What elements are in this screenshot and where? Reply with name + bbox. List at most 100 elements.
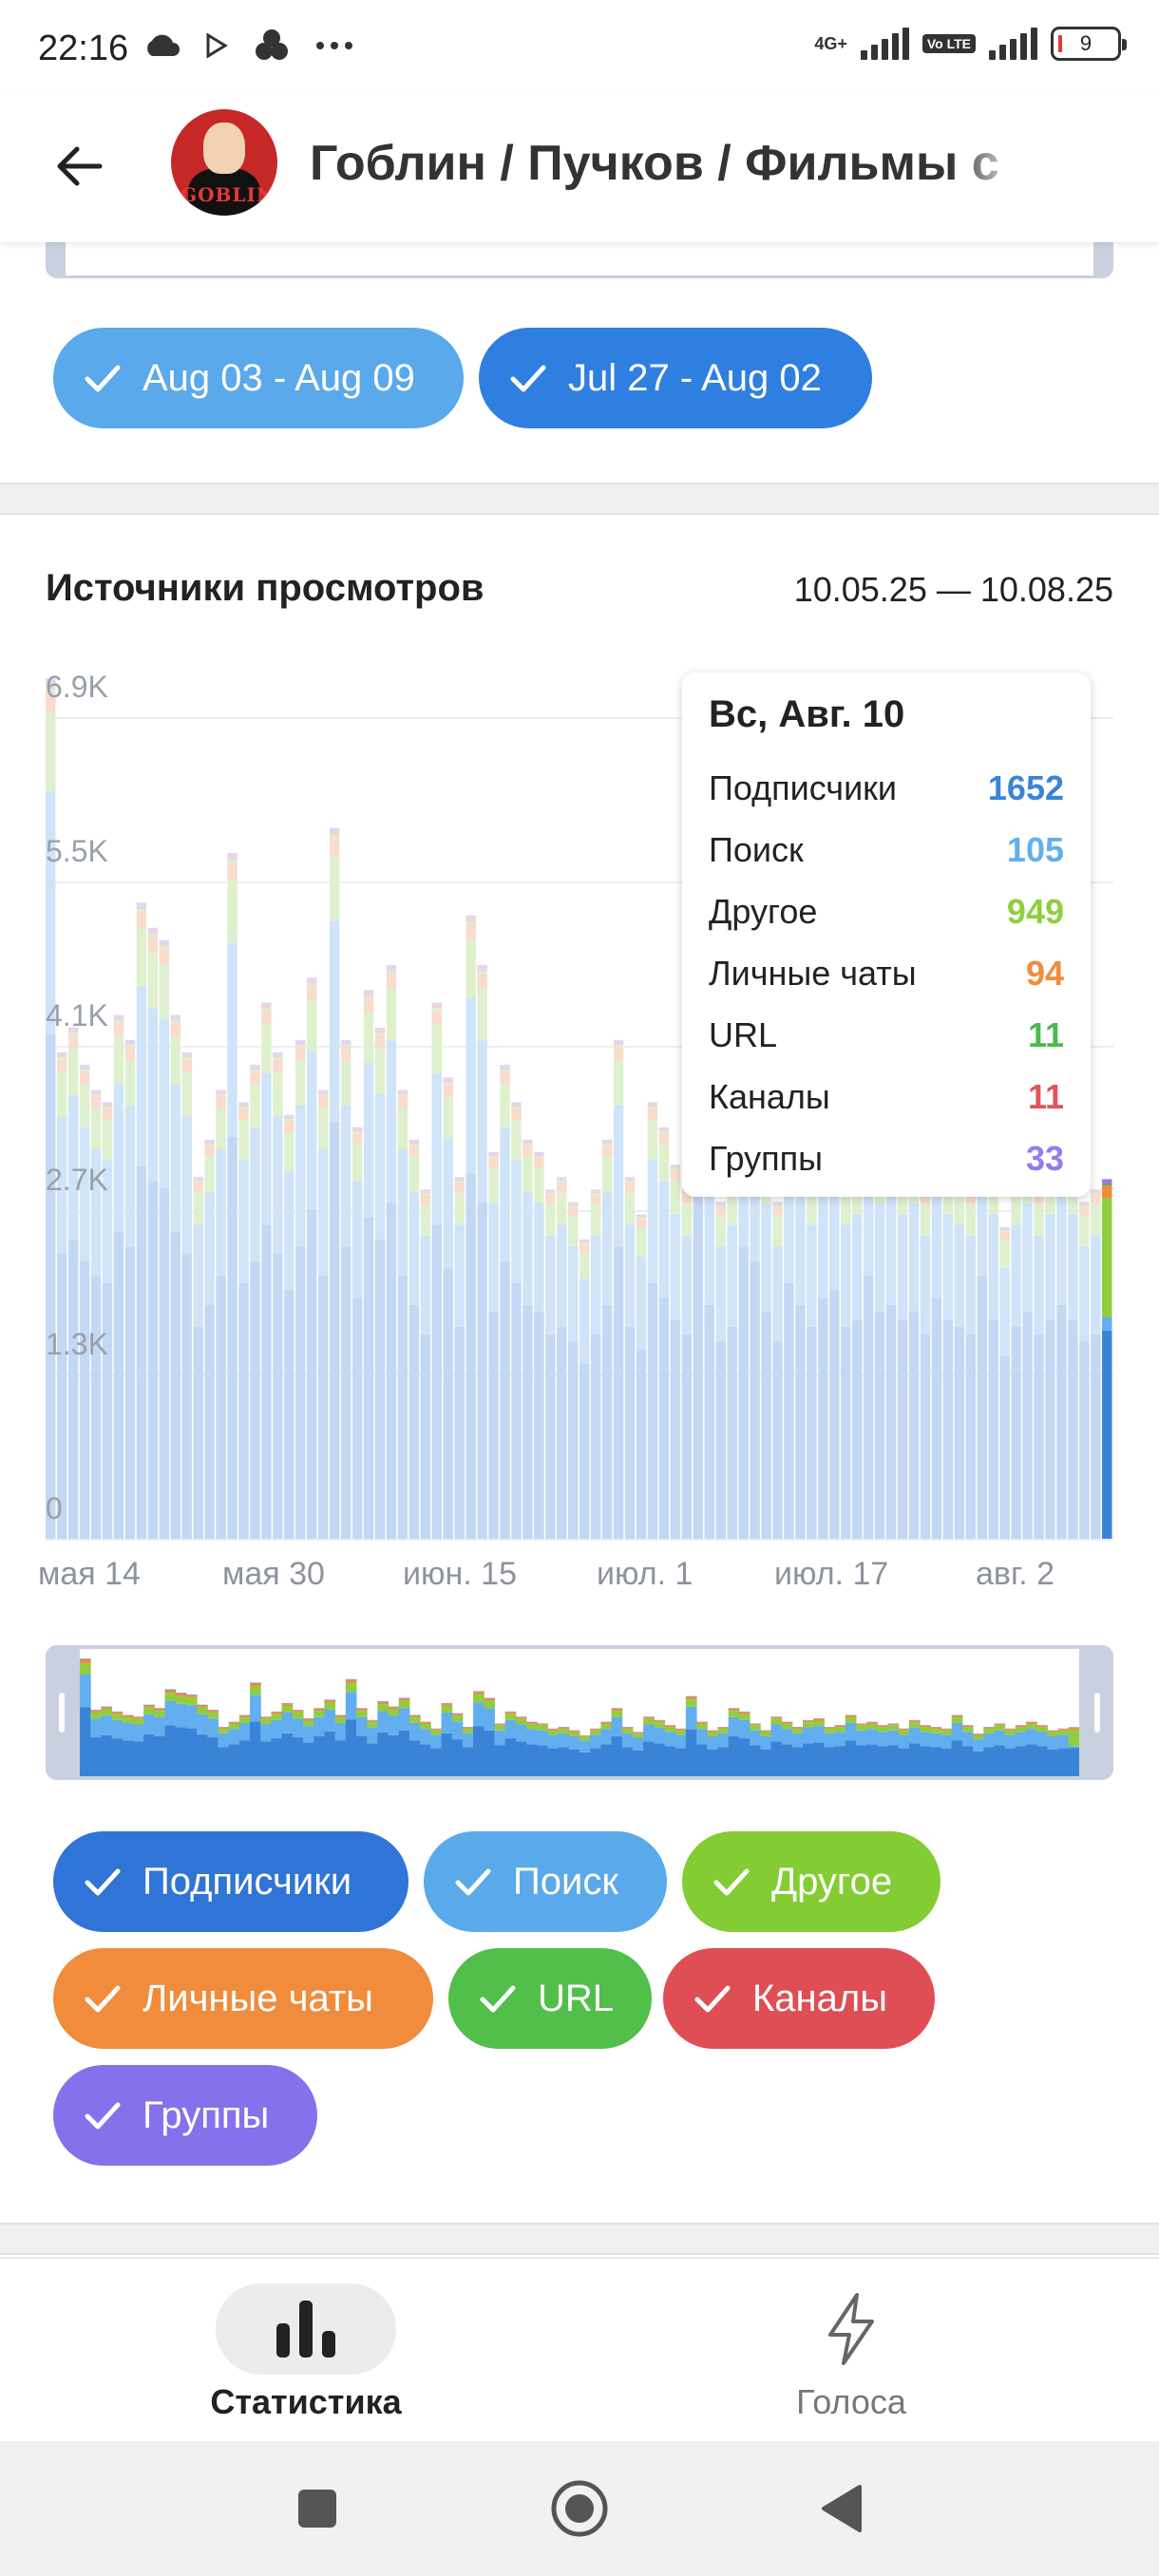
- bar-segment: [738, 1246, 749, 1539]
- bar-segment: [454, 1326, 465, 1539]
- bar-segment: [181, 1071, 192, 1117]
- tooltip-row-url: URL 11: [709, 1014, 1064, 1054]
- navigator-bar-segment: [654, 1722, 666, 1728]
- bar-segment: [431, 1024, 443, 1073]
- navigator-bar-segment: [898, 1748, 910, 1776]
- tooltip-value: 1652: [987, 767, 1064, 807]
- source-chip-channels[interactable]: Каналы: [663, 1948, 935, 2049]
- navigator-bar-segment: [728, 1711, 740, 1717]
- navigator-right-handle[interactable]: [1079, 1645, 1113, 1780]
- date-chip-aug03-aug09[interactable]: Aug 03 - Aug 09: [53, 328, 464, 428]
- navigator-bar-segment: [654, 1743, 666, 1776]
- navigator-bar-segment: [738, 1719, 750, 1739]
- navigator-bar-segment: [324, 1709, 336, 1732]
- date-chip-label: Aug 03 - Aug 09: [142, 356, 415, 399]
- bar-segment: [408, 1144, 420, 1146]
- bar-segment: [590, 1191, 601, 1194]
- bar-segment: [511, 1120, 522, 1160]
- navigator-bar-segment: [813, 1720, 825, 1727]
- bar-segment: [601, 1304, 613, 1539]
- bar-segment: [965, 1194, 977, 1204]
- navigator-bar-segment: [451, 1715, 464, 1722]
- bar-segment: [284, 1131, 294, 1171]
- source-chip-subscribers[interactable]: Подписчики: [53, 1831, 408, 1932]
- bar-segment: [386, 1203, 397, 1539]
- navigator-bar-segment: [164, 1690, 177, 1694]
- navigator-bar-segment: [803, 1743, 814, 1776]
- navigator-bar-segment: [568, 1731, 580, 1733]
- bar-segment: [284, 1170, 294, 1291]
- source-chip-label: URL: [538, 1977, 615, 2019]
- navigator-bar-segment: [664, 1727, 676, 1733]
- recents-button[interactable]: [260, 2441, 374, 2576]
- bar-segment: [273, 1052, 283, 1055]
- navigator-bar-segment: [621, 1747, 634, 1776]
- navigator-bar-segment: [451, 1739, 464, 1776]
- bar-segment: [590, 1194, 601, 1204]
- back-button[interactable]: [46, 133, 112, 199]
- navigator-bar-segment: [281, 1713, 294, 1733]
- bar-segment: [500, 1127, 510, 1261]
- navigator-bar-segment: [122, 1722, 134, 1741]
- bar-segment: [772, 1206, 783, 1216]
- bar-segment: [56, 1116, 67, 1255]
- bar-segment: [613, 1060, 624, 1106]
- navigator-bar-segment: [334, 1717, 347, 1723]
- bar-segment: [56, 1254, 67, 1539]
- bar-segment: [329, 839, 340, 857]
- navigator-bar-segment: [781, 1722, 793, 1724]
- navigator-bar-segment: [185, 1697, 198, 1706]
- navigator-bar-segment: [877, 1726, 889, 1728]
- bar-segment: [46, 712, 56, 792]
- navigator-bar-segment: [420, 1722, 431, 1724]
- navigator-bar-segment: [994, 1745, 1006, 1776]
- home-button[interactable]: [522, 2441, 636, 2576]
- nav-label: Статистика: [210, 2382, 402, 2421]
- navigator-bars: [80, 1658, 1080, 1776]
- source-chip-private-chats[interactable]: Личные чаты: [53, 1948, 433, 2049]
- navigator-bar-segment: [1057, 1730, 1070, 1735]
- nav-item-votes[interactable]: Голоса: [661, 2259, 1041, 2443]
- navigator-bar-segment: [462, 1729, 474, 1733]
- bar-segment: [443, 1077, 453, 1080]
- chart-range-navigator[interactable]: [46, 1645, 1113, 1780]
- bar-segment: [897, 1213, 908, 1320]
- bar-segment: [704, 1304, 714, 1539]
- navigator-bar-segment: [164, 1700, 177, 1726]
- system-navigation-bar: [0, 2441, 1159, 2576]
- navigator-bar-segment: [526, 1729, 538, 1745]
- navigator-bar-segment: [930, 1747, 942, 1776]
- navigator-bar-segment: [154, 1716, 166, 1736]
- navigator-bar-segment: [537, 1745, 548, 1776]
- navigator-bar-segment: [866, 1722, 878, 1724]
- home-circle-icon: [551, 2480, 608, 2537]
- source-chip-url[interactable]: URL: [448, 1948, 652, 2049]
- navigator-bar-segment: [887, 1724, 900, 1726]
- source-chip-groups[interactable]: Группы: [53, 2065, 317, 2166]
- bar-segment: [908, 1312, 920, 1539]
- bar-segment: [511, 1282, 522, 1539]
- bar-segment: [466, 996, 476, 1174]
- back-nav-button[interactable]: [785, 2441, 899, 2576]
- bar-segment: [238, 1120, 249, 1160]
- date-chip-jul27-aug02[interactable]: Jul 27 - Aug 02: [479, 328, 872, 428]
- bar-segment: [147, 1181, 159, 1539]
- bar-segment: [750, 1260, 760, 1539]
- bar-segment: [647, 1108, 658, 1121]
- navigator-bar-segment: [451, 1721, 464, 1740]
- bar-segment: [488, 1312, 499, 1539]
- bar-segment: [613, 1246, 624, 1539]
- bar-segment: [250, 1071, 260, 1085]
- bar-segment: [420, 1334, 431, 1539]
- navigator-bar-segment: [845, 1722, 857, 1741]
- bar-segment: [204, 1142, 215, 1145]
- bar-segment: [545, 1191, 556, 1194]
- navigator-window[interactable]: [80, 1649, 1080, 1776]
- source-chip-other[interactable]: Другое: [682, 1831, 940, 1932]
- navigator-bar-segment: [717, 1733, 730, 1748]
- source-chip-search[interactable]: Поиск: [424, 1831, 667, 1932]
- navigator-left-handle[interactable]: [46, 1645, 80, 1780]
- bar-segment: [784, 1159, 794, 1283]
- channel-avatar[interactable]: GOBLIN: [171, 109, 277, 216]
- nav-item-statistics[interactable]: Статистика: [116, 2259, 496, 2443]
